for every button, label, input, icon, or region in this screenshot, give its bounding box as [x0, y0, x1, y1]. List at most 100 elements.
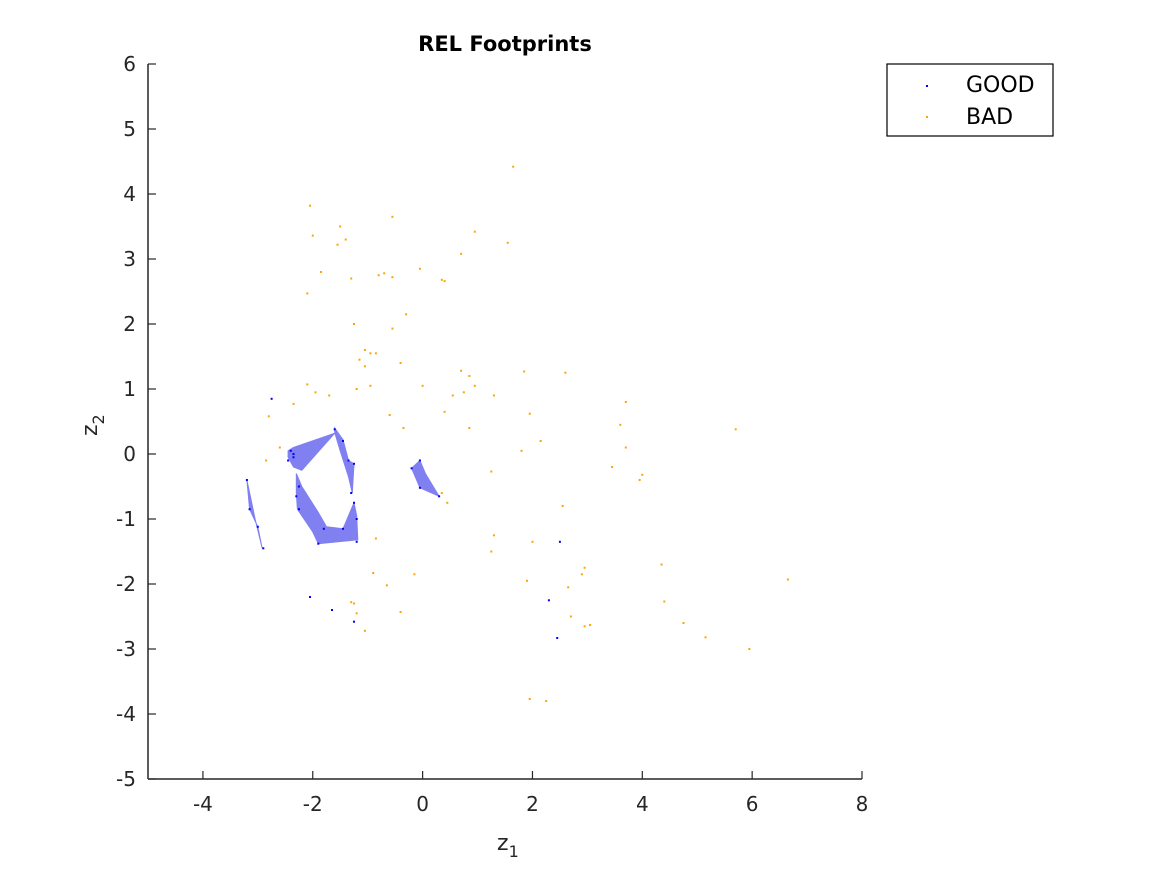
bad-point	[569, 615, 572, 618]
good-point	[342, 527, 344, 530]
x-tick-label: 0	[416, 792, 429, 816]
good-point	[347, 459, 350, 462]
bad-point	[490, 550, 493, 553]
bad-point	[363, 365, 366, 368]
bad-point	[402, 427, 405, 429]
bad-point	[339, 225, 342, 228]
good-point	[418, 459, 421, 462]
bad-point	[353, 602, 355, 605]
good-point	[289, 449, 292, 452]
y-tick-label: -4	[116, 702, 136, 726]
bad-point	[493, 394, 495, 397]
bad-point	[624, 401, 627, 403]
good-point	[331, 609, 333, 611]
bad-point	[567, 586, 570, 589]
bad-point	[460, 369, 463, 372]
good-point	[317, 542, 320, 545]
good-point	[245, 479, 248, 481]
bad-point	[682, 622, 685, 624]
bad-point	[320, 271, 322, 273]
bad-point	[561, 505, 564, 507]
y-axis-label-base: z	[78, 424, 103, 436]
y-tick-label: 4	[123, 182, 136, 206]
good-point	[248, 508, 251, 511]
bad-point	[468, 427, 471, 429]
good-point	[333, 428, 336, 431]
bad-point	[734, 428, 737, 431]
x-tick-label: 4	[636, 792, 649, 816]
bad-points-series	[265, 165, 789, 702]
bad-point	[328, 394, 331, 397]
legend-box	[886, 63, 1054, 137]
bad-point	[421, 384, 424, 387]
bad-point	[369, 352, 372, 355]
bad-point	[526, 579, 528, 582]
y-tick-label: 2	[123, 312, 136, 336]
bad-point	[355, 388, 358, 390]
legend-label-good: GOOD	[966, 73, 1035, 98]
y-tick-label: -1	[116, 507, 136, 531]
bad-point	[638, 479, 641, 481]
bad-point	[353, 323, 355, 325]
bad-point	[391, 276, 394, 279]
bad-point	[440, 278, 443, 281]
bad-point	[641, 473, 644, 476]
bad-point	[267, 415, 270, 418]
bad-point	[583, 566, 586, 569]
bad-point	[624, 446, 627, 449]
footprint-polygon	[295, 473, 359, 545]
bad-point	[374, 352, 377, 355]
bad-point	[314, 391, 317, 394]
bad-point	[473, 230, 476, 233]
good-point	[355, 540, 358, 543]
bad-point	[440, 492, 443, 494]
chart-title: REL Footprints	[418, 32, 592, 56]
bad-point	[451, 394, 454, 397]
bad-point	[446, 501, 449, 504]
bad-point	[512, 165, 515, 168]
bad-point	[372, 572, 375, 574]
good-point	[270, 397, 273, 400]
footprint-polygon	[287, 432, 337, 471]
bad-point	[358, 358, 361, 361]
x-axis-label: z1	[497, 831, 519, 861]
bad-point	[580, 573, 583, 576]
y-tick-label: 1	[123, 377, 136, 401]
bad-point	[350, 601, 353, 604]
bad-point	[786, 578, 789, 581]
bad-point	[374, 537, 377, 540]
bad-point	[265, 459, 268, 462]
bad-point	[306, 292, 309, 295]
footprint-regions	[246, 426, 441, 549]
footprint-polygon	[246, 479, 263, 549]
bad-point	[539, 440, 542, 442]
bad-point	[383, 272, 386, 275]
bad-point	[377, 274, 380, 277]
bad-point	[391, 327, 394, 330]
bad-point	[531, 540, 534, 543]
y-tick-label: 3	[123, 247, 136, 271]
good-point	[556, 637, 559, 639]
bad-point	[619, 423, 622, 426]
bad-point	[350, 277, 353, 280]
bad-point	[363, 629, 366, 632]
x-tick-label: 8	[856, 792, 869, 816]
bad-point	[399, 611, 402, 613]
x-axis-label-base: z	[497, 831, 509, 856]
bad-point	[344, 238, 347, 241]
good-points-series	[245, 397, 561, 639]
good-point	[438, 495, 441, 498]
footprint-polygon	[334, 426, 355, 494]
bad-point	[506, 241, 509, 244]
good-point	[292, 453, 295, 455]
bad-point	[385, 584, 388, 587]
x-axis-label-subscript: 1	[509, 842, 519, 861]
good-point	[353, 501, 355, 504]
bad-point	[278, 446, 281, 449]
bad-point	[704, 636, 707, 639]
good-point	[295, 495, 298, 498]
bad-point	[589, 624, 592, 626]
legend-marker-good	[926, 85, 928, 87]
good-point	[262, 547, 265, 550]
